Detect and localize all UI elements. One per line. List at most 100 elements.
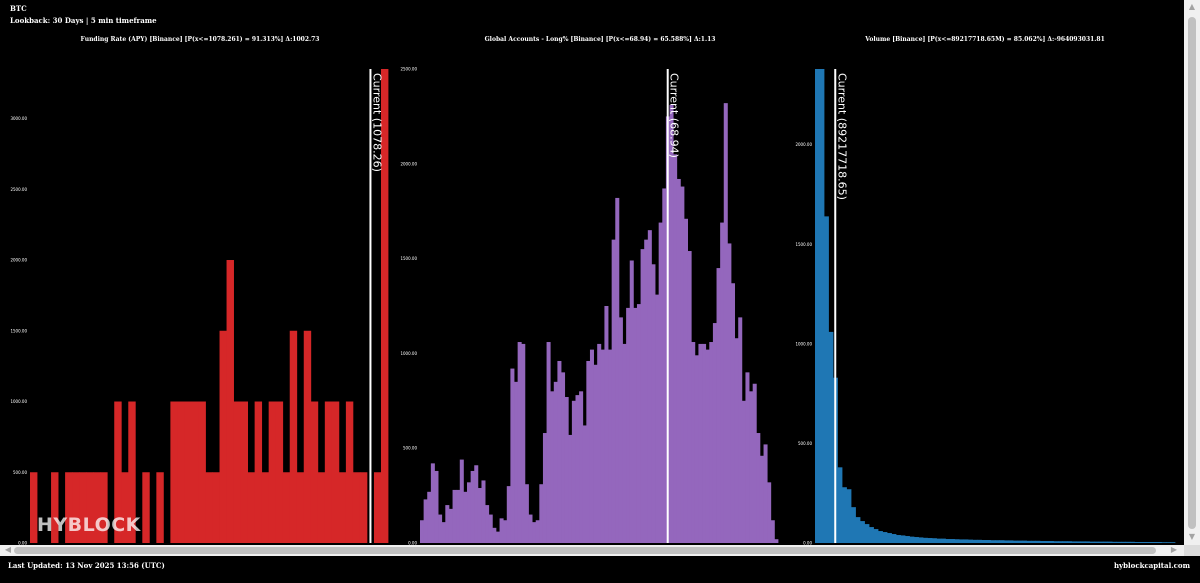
- site-link[interactable]: hyblockcapital.com: [1113, 561, 1190, 570]
- funding-bar-5: [65, 472, 73, 543]
- horizontal-scrollbar[interactable]: ◀ ▶: [0, 545, 1184, 556]
- volume-bar-74: [1148, 542, 1153, 543]
- funding-bar-47: [359, 472, 368, 543]
- volume-ytick-2: 1000.00: [795, 341, 812, 346]
- accounts-bar-80: [709, 342, 714, 543]
- funding-bar-3: [51, 472, 59, 543]
- funding-bar-28: [226, 260, 234, 543]
- accounts-bar-15: [474, 465, 479, 543]
- accounts-bar-88: [738, 317, 743, 543]
- volume-bar-73: [1143, 542, 1149, 543]
- volume-bar-41: [999, 540, 1005, 543]
- funding-ytick-5: 2500.00: [10, 187, 27, 192]
- accounts-bar-24: [506, 486, 511, 543]
- volume-bar-16: [887, 533, 892, 543]
- volume-bar-10: [860, 521, 865, 543]
- volume-bar-17: [891, 534, 897, 543]
- volume-bar-39: [990, 540, 996, 543]
- funding-bar-44: [338, 472, 347, 543]
- volume-bar-59: [1080, 541, 1086, 543]
- accounts-bar-72: [680, 186, 685, 544]
- volume-bar-78: [1166, 542, 1171, 543]
- accounts-bar-35: [546, 342, 551, 543]
- accounts-bar-51: [604, 306, 609, 543]
- accounts-bar-62: [644, 239, 649, 543]
- vertical-scroll-thumb[interactable]: [1188, 17, 1196, 529]
- accounts-bar-54: [615, 197, 620, 543]
- accounts-bar-48: [593, 364, 598, 543]
- volume-bar-25: [927, 538, 933, 543]
- funding-bar-25: [205, 472, 213, 543]
- funding-bar-22: [184, 401, 192, 543]
- scroll-down-icon[interactable]: ▼: [1188, 532, 1196, 541]
- accounts-bar-37: [553, 381, 558, 543]
- accounts-bar-11: [459, 459, 464, 543]
- volume-bar-56: [1067, 541, 1072, 543]
- volume-bar-13: [873, 529, 879, 543]
- funding-bar-33: [261, 472, 270, 543]
- funding-chart-title: Funding Rate (APY) [Binance] [P(x<=1078.…: [80, 36, 320, 43]
- volume-bar-22: [914, 537, 919, 543]
- funding-bar-23: [191, 401, 199, 543]
- accounts-bar-3: [430, 463, 435, 543]
- horizontal-scroll-thumb[interactable]: [14, 547, 1156, 554]
- accounts-bar-96: [767, 482, 772, 543]
- volume-bar-31: [954, 539, 960, 543]
- accounts-bar-57: [626, 307, 631, 543]
- volume-bar-44: [1013, 540, 1018, 543]
- accounts-bar-61: [640, 249, 645, 543]
- accounts-bar-63: [647, 230, 652, 543]
- accounts-bar-40: [564, 397, 569, 543]
- funding-bar-31: [247, 472, 256, 543]
- accounts-bar-16: [477, 488, 482, 543]
- volume-bar-71: [1134, 542, 1140, 543]
- funding-ytick-4: 2000.00: [10, 258, 27, 263]
- volume-bar-50: [1040, 541, 1045, 543]
- funding-bar-42: [324, 401, 333, 543]
- accounts-bar-27: [517, 342, 522, 543]
- volume-bar-58: [1076, 541, 1081, 543]
- accounts-bar-34: [542, 433, 547, 543]
- accounts-bar-60: [636, 304, 641, 543]
- volume-bar-33: [963, 539, 969, 543]
- accounts-bar-42: [571, 400, 576, 543]
- volume-bar-52: [1049, 541, 1054, 543]
- accounts-bar-46: [586, 360, 591, 543]
- accounts-bar-91: [749, 391, 754, 543]
- accounts-bar-30: [528, 514, 533, 543]
- volume-bar-63: [1098, 541, 1104, 543]
- volume-bar-48: [1031, 540, 1036, 543]
- scroll-left-icon[interactable]: ◀: [4, 545, 12, 554]
- volume-bar-5: [837, 467, 843, 543]
- funding-bar-27: [219, 330, 227, 543]
- volume-bar-66: [1112, 541, 1117, 543]
- vertical-scrollbar[interactable]: ▲ ▼: [1184, 0, 1200, 545]
- volume-bar-61: [1089, 541, 1095, 543]
- accounts-bar-90: [745, 372, 750, 543]
- accounts-chart-title: Global Accounts - Long% [Binance] [P(x<=…: [484, 36, 716, 43]
- scroll-up-icon[interactable]: ▲: [1188, 2, 1196, 11]
- volume-bar-19: [900, 535, 906, 543]
- accounts-bar-17: [481, 480, 486, 543]
- accounts-bar-59: [633, 307, 638, 543]
- funding-bar-26: [212, 472, 220, 543]
- volume-bar-1: [819, 69, 825, 543]
- volume-bar-3: [828, 331, 834, 543]
- volume-bar-65: [1107, 541, 1113, 543]
- funding-bar-16: [142, 472, 150, 543]
- accounts-bar-23: [503, 520, 508, 543]
- funding-bar-37: [289, 330, 298, 543]
- funding-ytick-3: 1500.00: [10, 328, 27, 333]
- funding-bar-38: [296, 472, 305, 543]
- accounts-bar-19: [488, 514, 493, 543]
- accounts-bar-45: [582, 425, 587, 543]
- volume-bar-38: [986, 540, 991, 543]
- accounts-bar-71: [676, 178, 681, 543]
- accounts-bar-83: [720, 222, 725, 543]
- scroll-right-icon[interactable]: ▶: [1170, 545, 1178, 554]
- volume-current-label: Current (89217718.65): [835, 73, 848, 200]
- funding-bar-21: [177, 401, 185, 543]
- accounts-bar-69: [669, 105, 674, 544]
- accounts-bar-53: [611, 239, 616, 543]
